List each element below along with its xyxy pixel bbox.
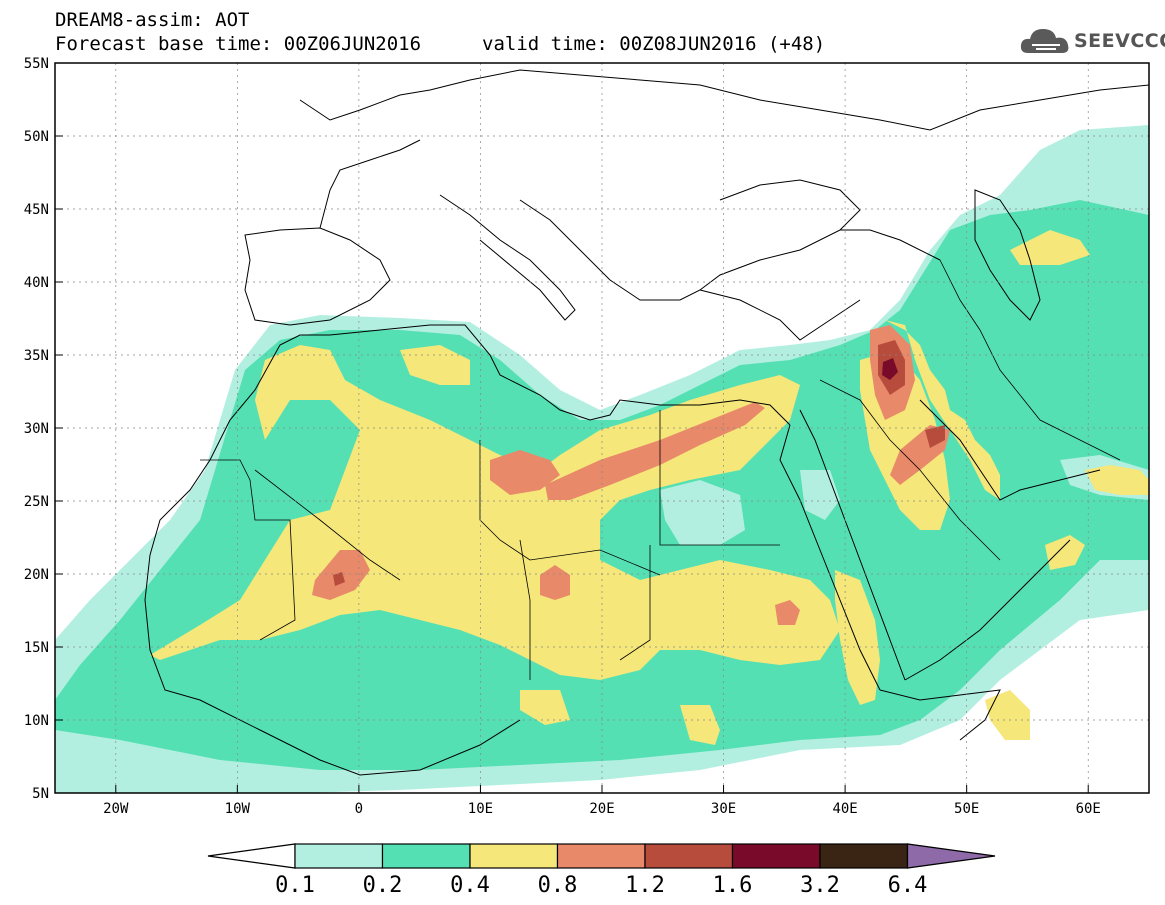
colorbar-segment — [294, 843, 384, 869]
aot-band-0.4-east — [835, 320, 1000, 705]
lat-tick-label: 35N — [24, 348, 49, 364]
colorbar-under-arrow — [207, 843, 296, 869]
colorbar-over-arrow — [906, 843, 996, 869]
europe-balkans — [519, 199, 941, 301]
colorbar: 0.1 0.2 0.4 0.8 1.2 1.6 3.2 6.4 — [207, 843, 996, 898]
red-sea-east — [799, 409, 906, 681]
red-sea-west — [779, 424, 881, 691]
arabia-south — [904, 539, 1071, 681]
aot-band-0.4-chad — [520, 690, 570, 725]
aot-band-0.4-horn — [985, 690, 1030, 740]
colorbar-label: 0.4 — [450, 873, 490, 898]
lon-tick-label: 10W — [225, 801, 251, 817]
lat-tick-label: 20N — [24, 567, 49, 583]
caspian-sea — [974, 189, 1041, 321]
cloud-icon — [1020, 29, 1069, 53]
lat-tick-label: 10N — [24, 713, 49, 729]
colorbar-segment — [556, 843, 646, 869]
valid-time: valid time: 00Z08JUN2016 (+48) — [482, 33, 826, 55]
lat-tick-label: 15N — [24, 640, 49, 656]
lon-tick-label: 20E — [589, 801, 614, 817]
colorbar-segment — [469, 843, 559, 869]
map-title: DREAM8-assim: AOT — [55, 9, 250, 31]
colorbar-segment — [731, 843, 821, 869]
lat-tick-label: 55N — [24, 56, 49, 72]
colorbar-segment — [644, 843, 734, 869]
border-mauritania — [200, 459, 296, 641]
lat-tick-label: 50N — [24, 129, 49, 145]
aot-band-0.4-iran — [1085, 465, 1149, 495]
black-sea — [719, 179, 861, 231]
europe-france — [319, 139, 421, 229]
aot-band-1.6-iraq — [882, 358, 898, 380]
lon-tick-label: 10E — [468, 801, 493, 817]
lon-tick-label: 50E — [954, 801, 979, 817]
colorbar-label: 0.2 — [363, 873, 403, 898]
logo-text: SEEVCCC — [1074, 30, 1165, 52]
latitude-axis: 55N 50N 45N 40N 35N 30N 25N 20N 15N 10N 5N — [24, 56, 63, 802]
horn-of-africa — [879, 689, 1001, 741]
longitude-axis: 20W 10W 0 10E 20E 30E 40E 50E 60E — [103, 785, 1101, 817]
lon-tick-label: 60E — [1076, 801, 1101, 817]
colorbar-label: 6.4 — [888, 873, 928, 898]
border-libya — [479, 440, 661, 576]
colorbar-label: 1.2 — [625, 873, 665, 898]
border-niger-chad — [519, 539, 531, 680]
forecast-base-time: Forecast base time: 00Z06JUN2016 — [55, 33, 422, 55]
border-algeria-mali — [254, 469, 401, 581]
colorbar-label: 1.6 — [713, 873, 753, 898]
aot-band-0.4-sahel-east — [680, 705, 720, 745]
lat-tick-label: 30N — [24, 421, 49, 437]
aot-band-0.4-oman — [1045, 535, 1085, 570]
africa-north-coast — [149, 324, 791, 556]
colorbar-label: 0.8 — [538, 873, 578, 898]
lat-tick-label: 40N — [24, 275, 49, 291]
europe-italy — [439, 194, 576, 321]
gridlines — [55, 63, 1149, 793]
lon-tick-label: 0 — [355, 801, 363, 817]
europe-north — [299, 69, 1149, 131]
colorbar-label: 0.1 — [275, 873, 315, 898]
lat-tick-label: 5N — [32, 786, 49, 802]
seevccc-logo: SEEVCCC — [1018, 23, 1165, 59]
colorbar-segment — [381, 843, 471, 869]
aot-hole-2 — [800, 470, 840, 520]
aot-band-0.8-sudan — [775, 600, 800, 625]
colorbar-label: 3.2 — [800, 873, 840, 898]
lon-tick-label: 30E — [711, 801, 736, 817]
west-africa-coast — [144, 554, 521, 776]
lon-tick-label: 20W — [103, 801, 129, 817]
turkey-coast — [699, 289, 861, 341]
coastlines — [144, 69, 1149, 776]
persian-gulf — [919, 399, 1101, 501]
lat-tick-label: 45N — [24, 202, 49, 218]
colorbar-segment — [819, 843, 909, 869]
border-sudan-chad — [619, 545, 651, 661]
lon-tick-label: 40E — [832, 801, 857, 817]
aot-band-1.2-mali — [333, 572, 345, 586]
lat-tick-label: 25N — [24, 494, 49, 510]
aot-band-0.8-libya — [490, 402, 765, 500]
border-iran — [939, 259, 1121, 461]
aot-band-0.4-arabia-north — [1010, 230, 1090, 265]
border-egypt — [659, 410, 780, 546]
